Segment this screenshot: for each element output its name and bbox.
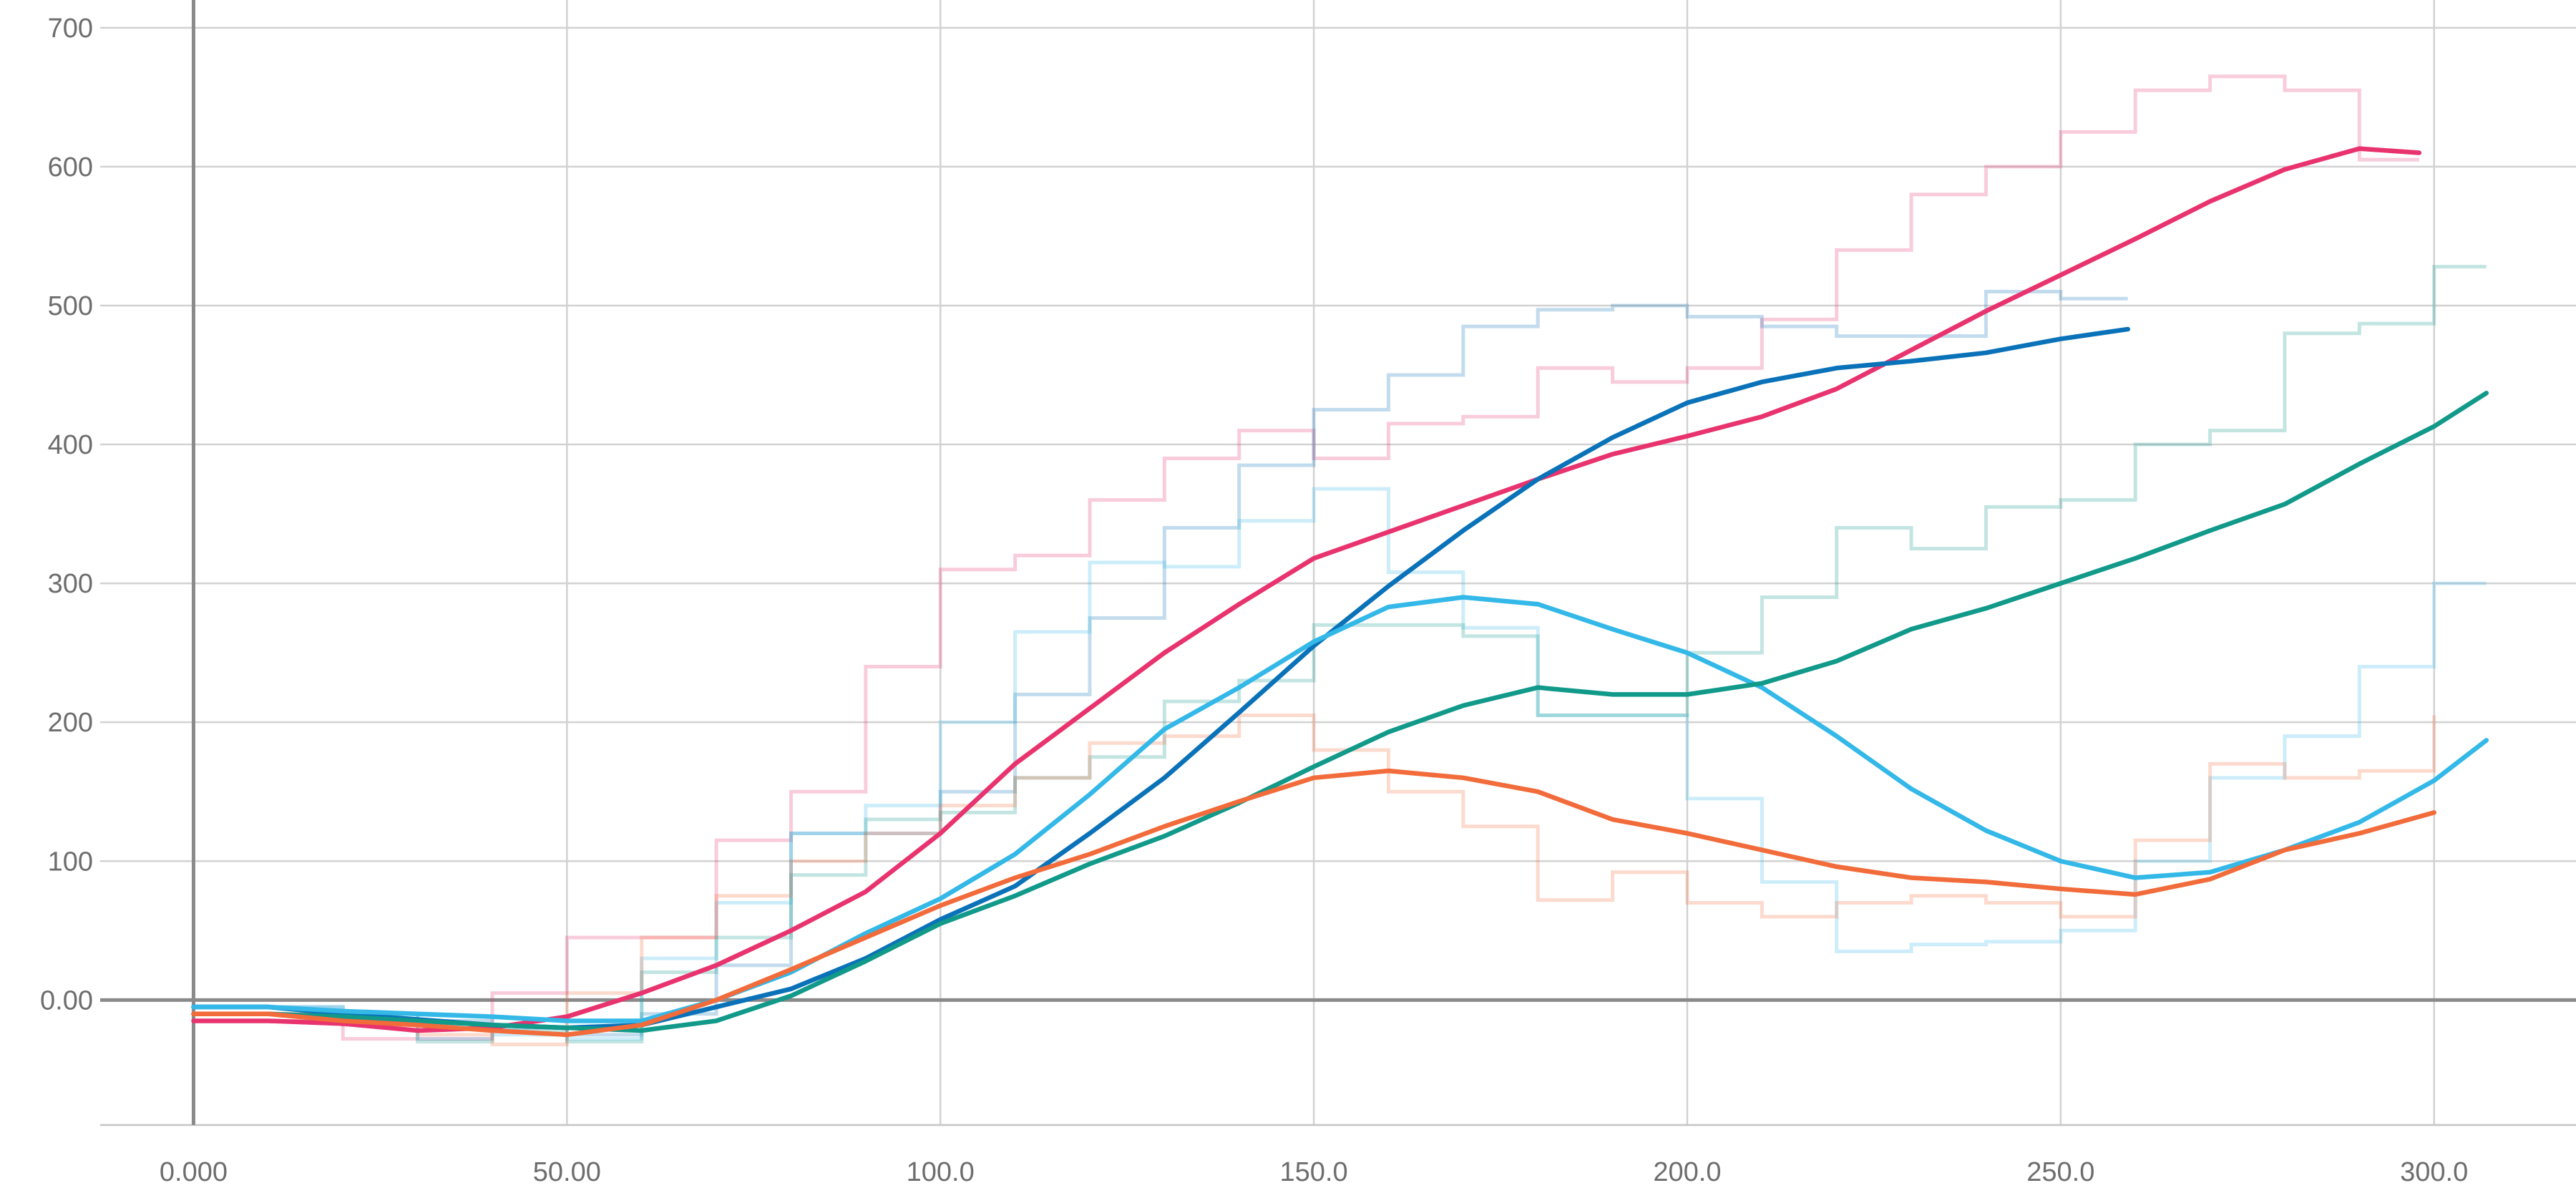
y-tick-label: 400 (48, 430, 93, 460)
series-3-raw-line (193, 487, 2487, 1041)
series-1-smoothed-line (191, 146, 2422, 1033)
y-tick-label: 700 (48, 14, 93, 44)
y-tick-label: 500 (48, 291, 93, 321)
series-3-smoothed-line (191, 595, 2489, 1023)
tick-labels: 0.00 100 200 300 400 500 600 700 0.000 50.00 100.0… (40, 14, 2468, 1187)
x-tick-label: 50.00 (533, 1157, 601, 1187)
x-tick-label: 300.0 (2400, 1157, 2468, 1187)
y-tick-label: 200 (48, 708, 93, 738)
grid (100, 0, 2576, 1125)
axes (100, 0, 2576, 1126)
raw-series-group (193, 74, 2487, 1046)
x-tick-label: 100.0 (907, 1157, 975, 1187)
x-tick-label: 250.0 (2026, 1157, 2094, 1187)
y-tick-label: 300 (48, 569, 93, 599)
series-5-smoothed-line (191, 768, 2436, 1038)
smoothed-series-group (191, 146, 2489, 1038)
y-tick-label: 100 (48, 847, 93, 877)
series-4-smoothed-line (191, 390, 2489, 1033)
series-4-raw-line (193, 265, 2487, 1044)
y-tick-label: 0.00 (40, 985, 93, 1016)
x-tick-label: 150.0 (1280, 1157, 1348, 1187)
series-1-raw-line (193, 74, 2419, 1041)
y-tick-label: 600 (48, 152, 93, 182)
x-tick-label: 0.000 (160, 1157, 228, 1187)
x-tick-label: 200.0 (1653, 1157, 1721, 1187)
